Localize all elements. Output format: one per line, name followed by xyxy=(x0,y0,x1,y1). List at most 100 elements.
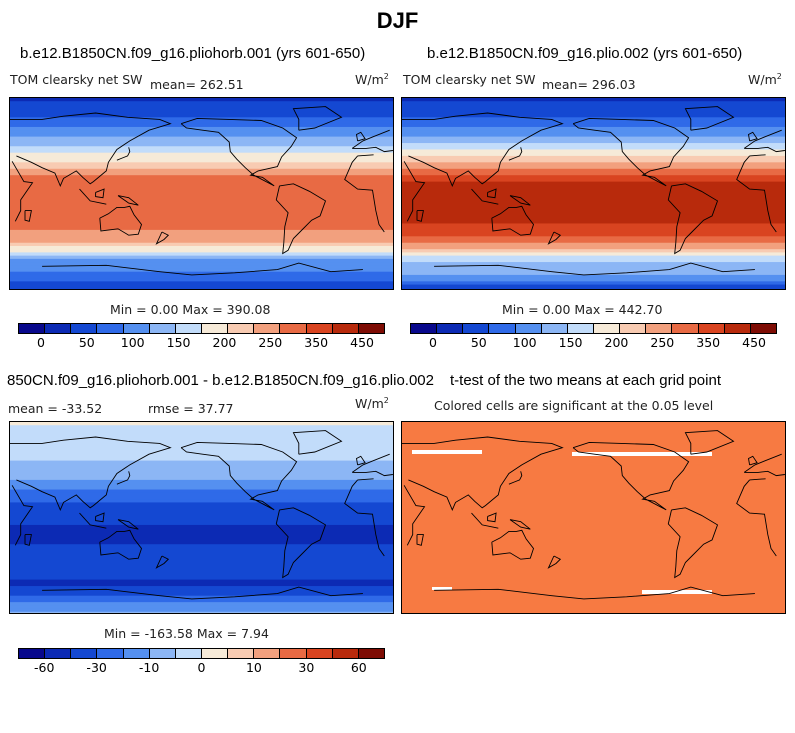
coastline-3 xyxy=(572,441,690,511)
lat-band-42 xyxy=(10,233,393,237)
colorbar-box-2 xyxy=(71,649,98,658)
lat-band-10 xyxy=(10,454,393,458)
lat-band-15 xyxy=(402,146,785,151)
lat-band-43 xyxy=(10,236,393,241)
lat-band-44 xyxy=(10,563,393,568)
panel2-title: b.e12.B1850CN.f09_g16.plio.002 (yrs 601-… xyxy=(427,45,743,62)
coastline-11 xyxy=(748,131,758,142)
lat-band-0 xyxy=(402,98,785,102)
coastline-12 xyxy=(24,534,32,546)
lat-band-37 xyxy=(402,217,785,221)
lat-band-29 xyxy=(10,515,393,520)
coastline-0 xyxy=(403,154,777,233)
coastline-4 xyxy=(667,183,719,255)
lat-band-35 xyxy=(10,534,393,539)
lat-band-49 xyxy=(10,255,393,260)
lat-band-31 xyxy=(10,197,393,202)
map-svg-3 xyxy=(10,422,393,613)
lat-band-9 xyxy=(10,126,393,131)
coastline-8 xyxy=(95,188,105,199)
colorbar-box-4 xyxy=(123,324,150,333)
coastline-10 xyxy=(508,471,523,485)
lat-band-3 xyxy=(402,107,785,112)
coastline-3 xyxy=(572,117,690,187)
lat-band-39 xyxy=(10,223,393,228)
lat-band-48 xyxy=(402,252,785,257)
colorbar-tick-label: 100 xyxy=(120,335,145,350)
colorbar-box-6 xyxy=(175,649,202,658)
lat-band-16 xyxy=(10,473,393,478)
lat-band-40 xyxy=(10,550,393,555)
lat-band-35 xyxy=(402,210,785,215)
colorbar-box-1 xyxy=(45,324,72,333)
lat-band-20 xyxy=(10,162,393,167)
lat-band-33 xyxy=(10,204,393,208)
colorbar-box-13 xyxy=(750,324,776,333)
lat-band-50 xyxy=(10,582,393,587)
lat-band-22 xyxy=(402,168,785,173)
lat-band-4 xyxy=(10,434,393,439)
lat-band-57 xyxy=(10,605,393,610)
lat-band-49 xyxy=(402,255,785,260)
lat-band-46 xyxy=(10,245,393,250)
lat-band-27 xyxy=(10,508,393,513)
coastline-4 xyxy=(275,507,327,579)
colorbar-box-10 xyxy=(672,324,699,333)
colorbar-box-0 xyxy=(411,324,438,333)
lat-band-27 xyxy=(10,184,393,189)
panel1-units: W/m2 xyxy=(355,72,389,88)
lat-band-3 xyxy=(10,431,393,436)
lat-band-51 xyxy=(10,586,393,590)
lat-band-12 xyxy=(10,460,393,465)
lat-band-24 xyxy=(10,499,393,504)
colorbar-box-5 xyxy=(149,649,176,658)
colorbar-tick-label: 200 xyxy=(212,335,237,350)
colorbar-box-13 xyxy=(358,649,384,658)
lat-band-8 xyxy=(402,123,785,128)
lat-band-21 xyxy=(10,165,393,170)
lat-band-38 xyxy=(10,544,393,549)
lat-band-8 xyxy=(10,447,393,452)
colorbar-box-4 xyxy=(515,324,542,333)
lat-band-1 xyxy=(402,101,785,106)
lat-band-34 xyxy=(402,207,785,212)
lat-band-18 xyxy=(10,479,393,484)
lat-band-0 xyxy=(10,422,393,426)
lat-band-31 xyxy=(10,521,393,526)
coastline-9 xyxy=(509,519,531,530)
map-svg-1 xyxy=(10,98,393,289)
lat-band-41 xyxy=(10,229,393,234)
lat-band-1 xyxy=(10,101,393,106)
lat-band-48 xyxy=(10,252,393,257)
coastline-8 xyxy=(487,188,497,199)
panel1-variable: TOM clearsky net SW xyxy=(10,72,143,87)
lat-band-10 xyxy=(10,130,393,134)
lat-band-9 xyxy=(402,126,785,131)
lat-band-45 xyxy=(10,566,393,571)
lat-band-13 xyxy=(10,463,393,468)
colorbar-tick-label: 60 xyxy=(350,660,367,675)
lat-band-58 xyxy=(10,608,393,613)
lat-band-19 xyxy=(402,159,785,163)
lat-band-11 xyxy=(10,457,393,462)
coastline-13 xyxy=(547,231,562,245)
lat-band-11 xyxy=(402,133,785,138)
lat-band-41 xyxy=(402,229,785,234)
coastline-11 xyxy=(356,131,366,142)
coastline-4 xyxy=(667,507,719,579)
lat-band-13 xyxy=(10,139,393,144)
coastline-8 xyxy=(487,512,497,523)
lat-band-38 xyxy=(10,220,393,225)
lat-band-2 xyxy=(10,104,393,109)
lat-band-19 xyxy=(10,159,393,163)
colorbar-box-5 xyxy=(541,324,568,333)
lat-band-36 xyxy=(10,213,393,218)
coastline-6 xyxy=(42,262,363,276)
coastline-10 xyxy=(116,471,131,485)
lat-band-40 xyxy=(10,226,393,231)
colorbar-tick-label: 10 xyxy=(245,660,262,675)
lat-band-22 xyxy=(10,492,393,497)
coastline-12 xyxy=(416,210,424,222)
lat-band-21 xyxy=(10,489,393,494)
panel1-title: b.e12.B1850CN.f09_g16.pliohorb.001 (yrs … xyxy=(20,45,366,62)
